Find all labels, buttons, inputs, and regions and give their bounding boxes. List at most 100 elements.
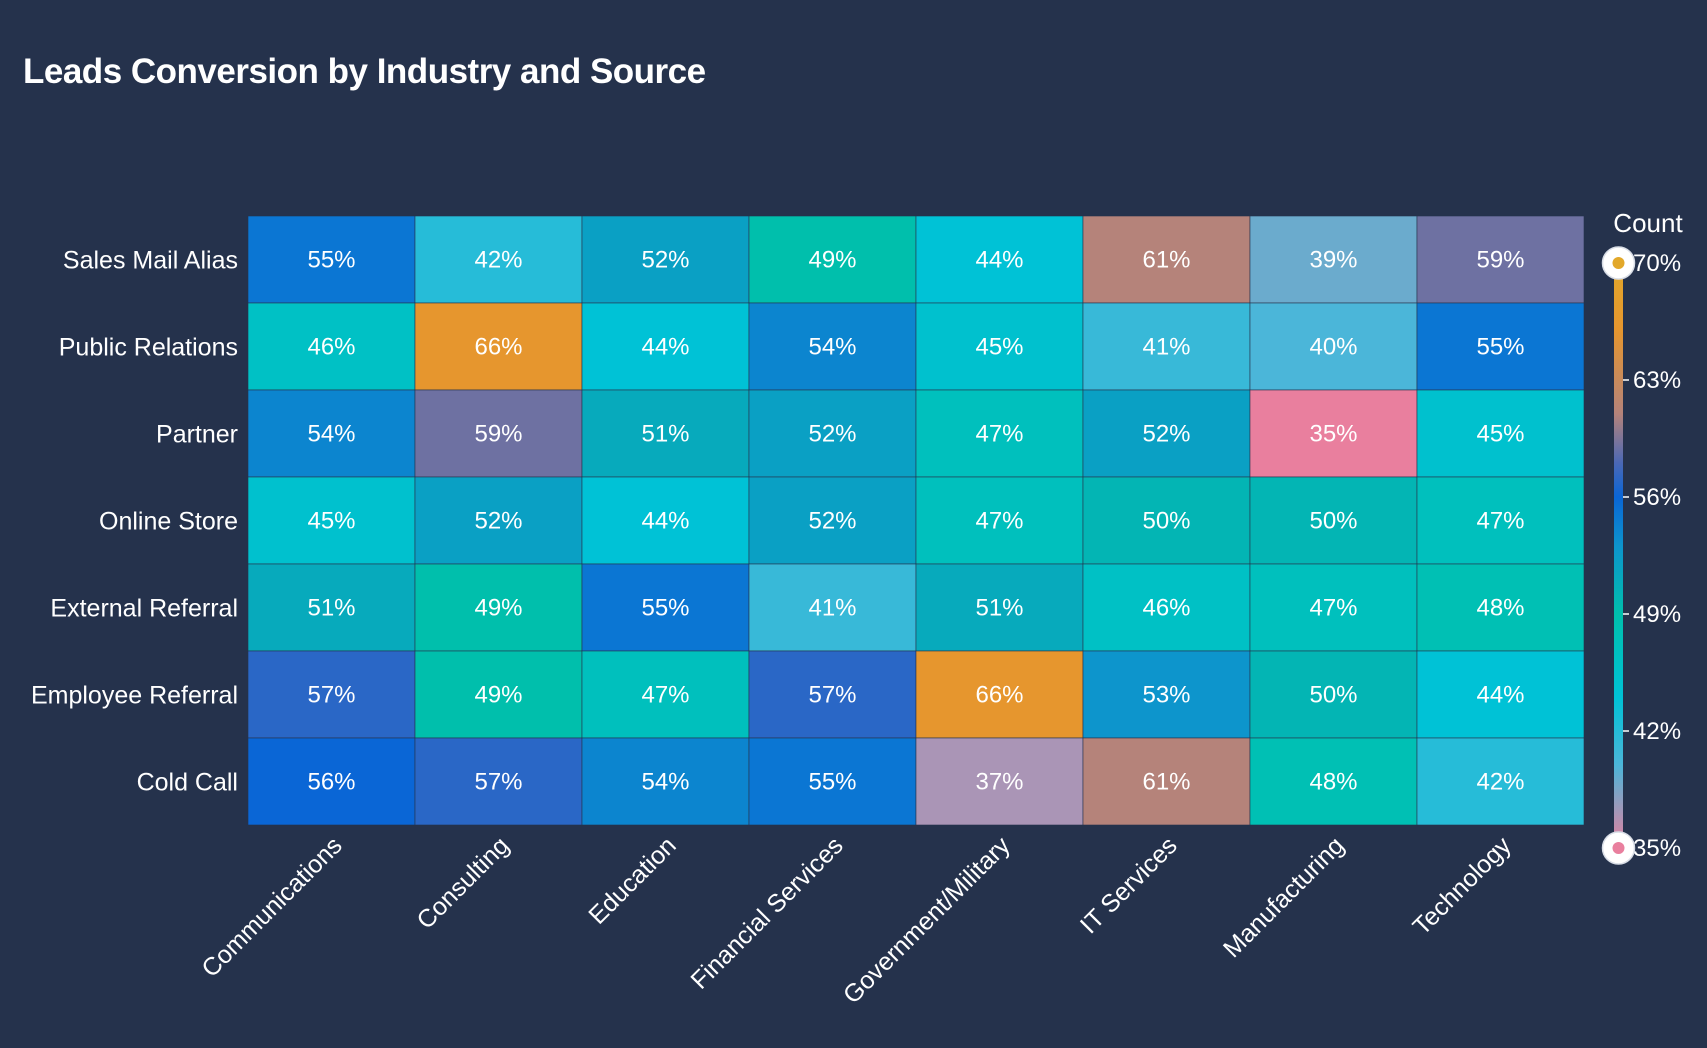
row-label: Public Relations: [59, 334, 238, 362]
heatmap-cell[interactable]: [414, 215, 583, 304]
heatmap-cell[interactable]: [1082, 563, 1251, 652]
column-label: Government/Military: [838, 831, 1016, 1009]
cell-value-label: 52%: [1142, 421, 1190, 448]
cell-value-label: 46%: [1142, 595, 1190, 622]
heatmap-cell[interactable]: [581, 737, 750, 826]
cell-value-label: 55%: [808, 769, 856, 796]
cell-value-label: 54%: [641, 769, 689, 796]
heatmap-cell[interactable]: [1082, 302, 1251, 391]
cell-value-label: 48%: [1476, 595, 1524, 622]
heatmap-cell[interactable]: [247, 476, 416, 565]
column-label: Communications: [196, 831, 347, 982]
heatmap-cell[interactable]: [1249, 476, 1418, 565]
cell-value-label: 49%: [474, 595, 522, 622]
cell-value-label: 51%: [307, 595, 355, 622]
heatmap-cell[interactable]: [748, 737, 917, 826]
cell-value-label: 50%: [1309, 508, 1357, 535]
heatmap-cell[interactable]: [748, 389, 917, 478]
heatmap-cell[interactable]: [247, 563, 416, 652]
legend-tick-label: 56%: [1633, 484, 1681, 511]
column-labels: Communications Consulting Education Financi…: [196, 831, 1517, 1009]
cell-value-label: 46%: [307, 334, 355, 361]
heatmap-cell[interactable]: [1249, 302, 1418, 391]
cell-value-label: 52%: [474, 508, 522, 535]
heatmap-cell[interactable]: [915, 737, 1084, 826]
cell-value-label: 42%: [1476, 769, 1524, 796]
cell-value-label: 51%: [975, 595, 1023, 622]
heatmap-cell[interactable]: [581, 563, 750, 652]
heatmap-cell[interactable]: [1249, 215, 1418, 304]
heatmap-cell[interactable]: [414, 476, 583, 565]
heatmap-cell[interactable]: [1249, 650, 1418, 739]
cell-value-label: 47%: [641, 682, 689, 709]
heatmap-cell[interactable]: [748, 215, 917, 304]
heatmap-cell[interactable]: [1416, 563, 1585, 652]
column-label: Technology: [1408, 831, 1518, 941]
heatmap-cell[interactable]: [1416, 389, 1585, 478]
heatmap-cell[interactable]: [1416, 650, 1585, 739]
cell-value-label: 55%: [1476, 334, 1524, 361]
cell-value-label: 52%: [808, 421, 856, 448]
cell-value-label: 44%: [641, 508, 689, 535]
heatmap-cell[interactable]: [581, 650, 750, 739]
heatmap-cell[interactable]: [414, 302, 583, 391]
heatmap-cell[interactable]: [247, 302, 416, 391]
cell-value-label: 37%: [975, 769, 1023, 796]
heatmap-cell[interactable]: [247, 215, 416, 304]
heatmap-cell[interactable]: [915, 650, 1084, 739]
cell-value-label: 52%: [808, 508, 856, 535]
row-label: Cold Call: [137, 769, 238, 797]
heatmap-cell[interactable]: [748, 650, 917, 739]
heatmap-cell[interactable]: [414, 389, 583, 478]
heatmap-cell[interactable]: [1416, 476, 1585, 565]
heatmap-cell[interactable]: [1082, 476, 1251, 565]
column-label: Consulting: [411, 831, 514, 934]
column-label: IT Services: [1075, 831, 1183, 939]
heatmap-cell[interactable]: [915, 476, 1084, 565]
cell-value-label: 50%: [1142, 508, 1190, 535]
heatmap-cell[interactable]: [1249, 737, 1418, 826]
heatmap-cell[interactable]: [414, 737, 583, 826]
heatmap-cell[interactable]: [581, 215, 750, 304]
cell-value-label: 45%: [975, 334, 1023, 361]
row-label: Partner: [156, 421, 238, 449]
cell-value-label: 40%: [1309, 334, 1357, 361]
heatmap-cell[interactable]: [1416, 302, 1585, 391]
cell-value-label: 50%: [1309, 682, 1357, 709]
heatmap-cell[interactable]: [247, 737, 416, 826]
heatmap-cell[interactable]: [915, 389, 1084, 478]
legend-tick-label: 49%: [1633, 601, 1681, 628]
cell-value-label: 61%: [1142, 247, 1190, 274]
heatmap-cell[interactable]: [1082, 215, 1251, 304]
heatmap-cell[interactable]: [247, 389, 416, 478]
heatmap-cell[interactable]: [414, 650, 583, 739]
cell-value-label: 47%: [1476, 508, 1524, 535]
heatmap-cell[interactable]: [748, 302, 917, 391]
heatmap-cell[interactable]: [581, 389, 750, 478]
color-legend: Count 70% 63% 56% 49% 42% 35%: [1601, 208, 1683, 865]
heatmap-cell[interactable]: [915, 302, 1084, 391]
heatmap-cell[interactable]: [1082, 737, 1251, 826]
legend-max-handle-dot: [1612, 257, 1625, 269]
column-label: Financial Services: [686, 831, 849, 994]
heatmap-cell[interactable]: [1082, 650, 1251, 739]
cell-value-label: 47%: [975, 421, 1023, 448]
cell-value-label: 52%: [641, 247, 689, 274]
heatmap-cell[interactable]: [1249, 563, 1418, 652]
heatmap-cell[interactable]: [915, 563, 1084, 652]
cell-value-label: 49%: [474, 682, 522, 709]
heatmap-cell[interactable]: [748, 563, 917, 652]
cell-value-label: 54%: [808, 334, 856, 361]
cell-value-label: 39%: [1309, 247, 1357, 274]
heatmap-cell[interactable]: [1249, 389, 1418, 478]
heatmap-cell[interactable]: [247, 650, 416, 739]
heatmap-cell[interactable]: [1082, 389, 1251, 478]
cell-value-label: 44%: [1476, 682, 1524, 709]
heatmap-cell[interactable]: [1416, 737, 1585, 826]
heatmap-cell[interactable]: [748, 476, 917, 565]
heatmap-cell[interactable]: [414, 563, 583, 652]
heatmap-cell[interactable]: [1416, 215, 1585, 304]
cell-value-label: 35%: [1309, 421, 1357, 448]
